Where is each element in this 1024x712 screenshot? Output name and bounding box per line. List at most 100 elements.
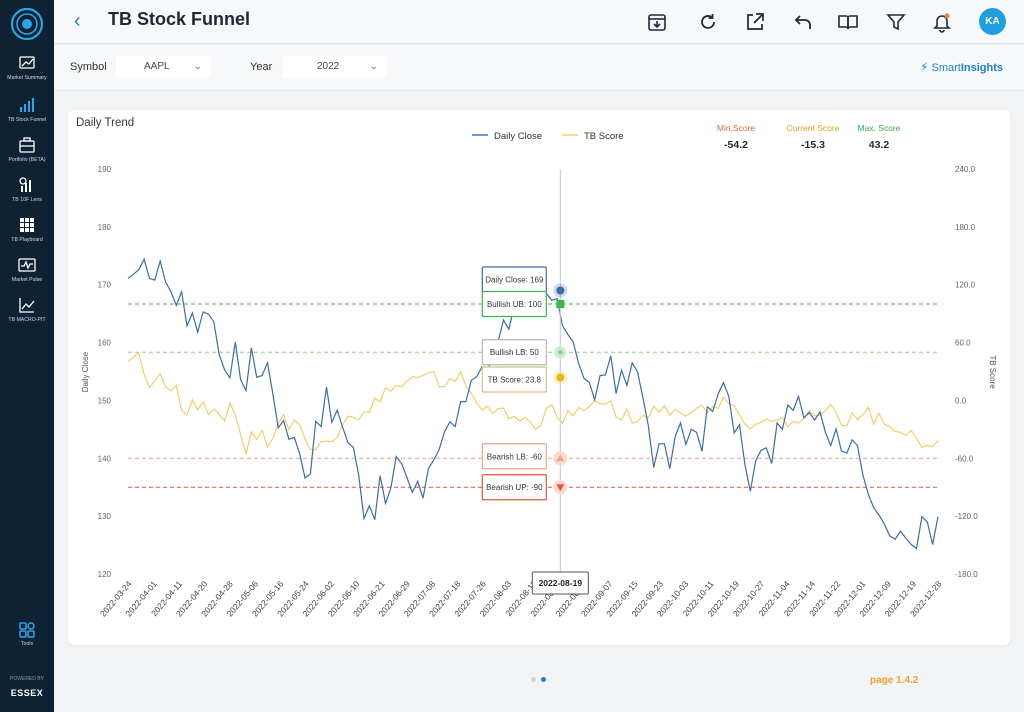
smart-insights-label-a: Smart	[931, 62, 961, 74]
page-number: page 1.4.2	[870, 675, 919, 686]
tooltip-marker-bullish-lb	[557, 349, 564, 356]
refresh-icon[interactable]	[697, 11, 719, 33]
bell-icon[interactable]	[931, 11, 953, 33]
stat-label: Min.Score	[716, 123, 756, 133]
y-tick-right: -180.0	[955, 570, 978, 579]
market-summary-icon	[19, 56, 35, 69]
y-tick-right: 240.0	[955, 165, 976, 174]
stat-value: -15.3	[801, 139, 825, 151]
symbol-label: Symbol	[70, 61, 107, 73]
stat-max-score: Max. Score 43.2	[839, 123, 919, 151]
line-chart-icon	[19, 298, 35, 313]
avatar[interactable]: KA	[979, 8, 1006, 35]
external-link-icon[interactable]	[744, 11, 766, 33]
stat-value: 43.2	[868, 139, 890, 151]
y-tick-left: 170	[98, 281, 112, 290]
y-tick-left: 160	[98, 339, 112, 348]
tooltip-text: Bullish LB: 50	[490, 348, 539, 357]
symbol-select-value: AAPL	[144, 61, 170, 72]
sidebar-item-label: Market Summary	[7, 75, 47, 81]
tooltip-text: TB Score: 23.8	[488, 375, 542, 384]
year-label: Year	[250, 61, 273, 73]
y-tick-right: 180.0	[955, 223, 976, 232]
legend-label-score: TB Score	[584, 131, 624, 142]
tooltip-text: Daily Close: 169	[485, 276, 544, 285]
symbol-select[interactable]: AAPL ⌄	[116, 56, 210, 78]
filter-bar: Symbol AAPL ⌄ Year 2022 ⌄ ⚡︎ SmartInsigh…	[54, 45, 1024, 91]
pulse-icon	[18, 258, 36, 272]
tooltip-text: Bearish LB: -60	[487, 452, 543, 461]
tooltip-marker-bullish-ub	[556, 300, 565, 308]
app-logo-icon[interactable]	[9, 6, 45, 42]
y-tick-left: 140	[98, 454, 112, 463]
year-select[interactable]: 2022 ⌄	[283, 56, 386, 78]
sidebar-item-label: Market Pulse	[11, 277, 43, 283]
y-tick-left: 150	[98, 396, 112, 405]
tooltip-marker-close	[556, 286, 565, 295]
sidebar-item-market-pulse[interactable]: Market Pulse	[0, 256, 54, 283]
chevron-down-icon: ⌄	[369, 61, 378, 72]
tooltip-bullish-ub: Bullish UB: 100	[481, 290, 547, 318]
sidebar-item-label: Tools	[20, 641, 34, 647]
page-dot[interactable]	[531, 677, 536, 682]
sidebar-item-tb-macro-pit[interactable]: TB MACRO-PIT	[0, 296, 54, 323]
sidebar-item-portfolio-beta[interactable]: Portfolio (BETA)	[0, 136, 54, 163]
y-axis-label-right: TB Score	[988, 355, 997, 389]
sidebar-item-tb-playboard[interactable]: TB Playboard	[0, 216, 54, 243]
tooltip-box	[481, 290, 547, 318]
y-tick-right: 60.0	[955, 339, 971, 348]
brand-logo: ESSEX	[10, 688, 44, 698]
back-arrow-icon[interactable]: ‹	[74, 10, 81, 32]
sidebar-item-market-summary[interactable]: Market Summary	[0, 54, 54, 81]
sidebar-item-label: TB 10F Lens	[12, 197, 42, 203]
chevron-down-icon: ⌄	[193, 61, 202, 72]
y-tick-right: -120.0	[955, 512, 978, 521]
y-tick-left: 120	[98, 570, 112, 579]
grid-icon	[20, 218, 34, 232]
stat-label: Current Score	[786, 123, 840, 133]
stat-value: -54.2	[724, 139, 748, 151]
smart-insights-button[interactable]: ⚡︎ SmartInsights	[920, 60, 1003, 74]
stat-label: Max. Score	[857, 123, 901, 133]
bar-chart-icon	[20, 98, 34, 112]
tooltip-marker-score	[556, 373, 565, 382]
card-title: Daily Trend	[76, 117, 135, 129]
daily-trend-chart[interactable]: Daily Close TB Score Daily Close TB Score 19…	[68, 110, 1010, 645]
lens-chart-icon	[19, 177, 31, 192]
y-axis-label-left: Daily Close	[81, 351, 90, 392]
legend-label-close: Daily Close	[494, 131, 542, 142]
y-tick-right: 120.0	[955, 281, 976, 290]
sidebar-item-label: TB MACRO-PIT	[8, 317, 46, 323]
tooltip-date-text: 2022-08-19	[539, 578, 583, 588]
stat-current-score: Current Score -15.3	[773, 123, 853, 151]
tooltip-bearish-lb: Bearish LB: -60	[481, 443, 547, 470]
y-tick-left: 190	[98, 165, 112, 174]
daily-trend-card: Daily Close TB Score Daily Close TB Score 19…	[68, 110, 1010, 645]
lightning-icon: ⚡︎	[920, 60, 929, 74]
tooltip-score: TB Score: 23.8	[481, 366, 547, 393]
tooltip-box	[481, 474, 547, 501]
tooltip-text: Bearish UP: -90	[486, 483, 543, 492]
sidebar-item-tools[interactable]: Tools	[0, 622, 54, 647]
book-icon[interactable]	[837, 11, 859, 33]
sidebar-item-label: TB Playboard	[11, 237, 43, 243]
filter-icon[interactable]	[885, 11, 907, 33]
download-icon[interactable]	[646, 11, 668, 33]
smart-insights-label-b: Insights	[960, 62, 1004, 74]
sidebar: Market Summary TB Stock Funnel Portfolio (…	[0, 0, 54, 712]
sidebar-item-tb-stock-funnel[interactable]: TB Stock Funnel	[0, 96, 54, 123]
year-select-value: 2022	[317, 61, 340, 72]
chart-legend: Daily Close TB Score	[472, 131, 624, 142]
sidebar-item-tb-10f-lens[interactable]: TB 10F Lens	[0, 176, 54, 203]
y-tick-left: 180	[98, 223, 112, 232]
undo-icon[interactable]	[791, 11, 813, 33]
y-tick-right: 0.0	[955, 396, 967, 405]
tooltip-box	[481, 443, 547, 470]
top-header: ‹ TB Stock Funnel KA	[54, 0, 1024, 44]
briefcase-icon	[19, 137, 35, 153]
sidebar-item-label: TB Stock Funnel	[7, 117, 47, 123]
tooltip-bearish-up: Bearish UP: -90	[481, 474, 547, 501]
page-dot-active[interactable]	[541, 677, 546, 682]
tooltip-text: Bullish UB: 100	[487, 300, 542, 309]
tooltip-marker-bearish-up	[556, 484, 565, 492]
